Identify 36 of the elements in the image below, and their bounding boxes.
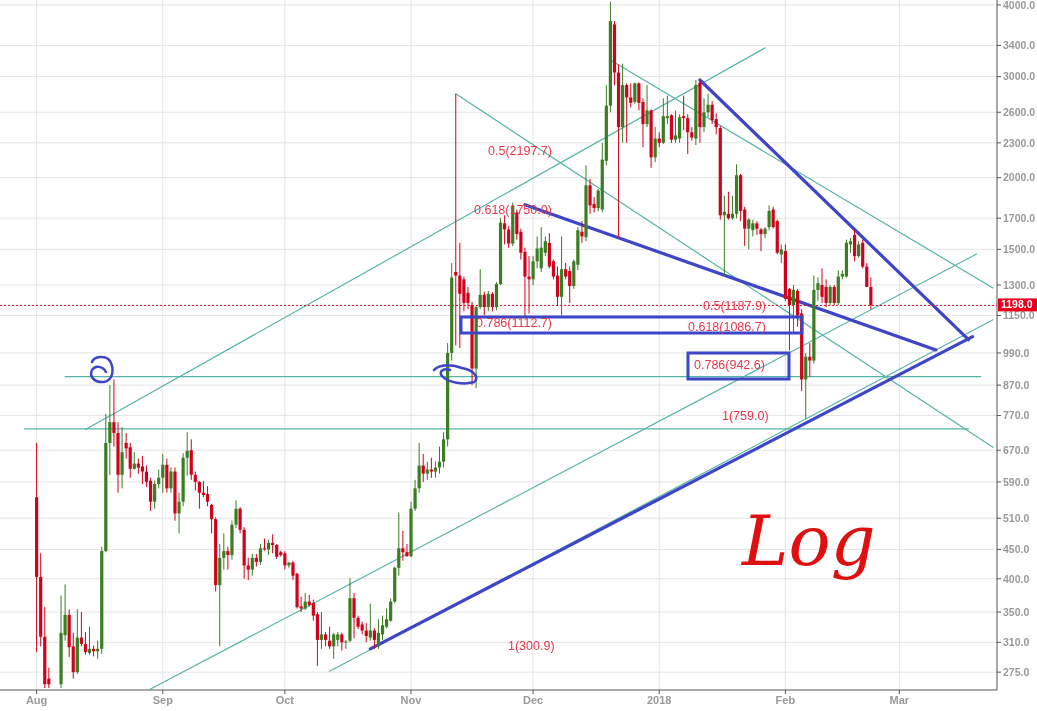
- x-tick-label: 2018: [647, 694, 672, 706]
- y-tick-label: 3400.0: [1003, 39, 1036, 52]
- y-tick-label: 870.0: [1003, 378, 1030, 391]
- x-tick-label: Feb: [775, 694, 796, 706]
- ref-line-label: 1198.0: [1001, 297, 1033, 310]
- annotation: 1(300.9): [508, 639, 555, 654]
- y-tick-label: 1700.0: [1003, 211, 1036, 224]
- y-tick-label: 350.0: [1003, 605, 1030, 618]
- annotation: 0.5(1187.9): [703, 299, 767, 314]
- x-tick-label: Dec: [523, 694, 544, 706]
- y-tick-label: 1300.0: [1003, 278, 1036, 291]
- y-tick-label: 770.0: [1003, 409, 1030, 422]
- x-tick-label: Oct: [275, 694, 295, 706]
- y-tick-label: 670.0: [1003, 444, 1030, 457]
- y-tick-label: 275.0: [1003, 665, 1030, 678]
- x-tick-label: Sep: [152, 694, 174, 706]
- y-tick-label: 510.0: [1003, 512, 1030, 525]
- y-tick-label: 3000.0: [1003, 70, 1036, 83]
- annotation: Log: [740, 500, 876, 582]
- y-tick-label: 1500.0: [1003, 243, 1036, 256]
- y-tick-label: 990.0: [1003, 346, 1030, 359]
- y-tick-label: 2600.0: [1003, 106, 1036, 119]
- y-tick-label: 590.0: [1003, 475, 1030, 488]
- y-tick-label: 400.0: [1003, 572, 1030, 585]
- x-tick-label: Nov: [400, 694, 423, 706]
- y-tick-label: 2300.0: [1003, 136, 1036, 149]
- x-tick-label: Aug: [25, 694, 48, 706]
- y-tick-label: 450.0: [1003, 543, 1030, 556]
- y-tick-label: 2000.0: [1003, 171, 1036, 184]
- y-tick-label: 4000.0: [1003, 0, 1036, 11]
- annotation: 1(759.0): [722, 409, 769, 424]
- y-tick-label: 310.0: [1003, 636, 1030, 649]
- annotation: 0.786(942.6): [694, 358, 765, 373]
- annotation: 0.618(1086.7): [688, 320, 766, 335]
- y-tick-label: 1150.0: [1003, 309, 1035, 322]
- x-tick-label: Mar: [889, 694, 910, 706]
